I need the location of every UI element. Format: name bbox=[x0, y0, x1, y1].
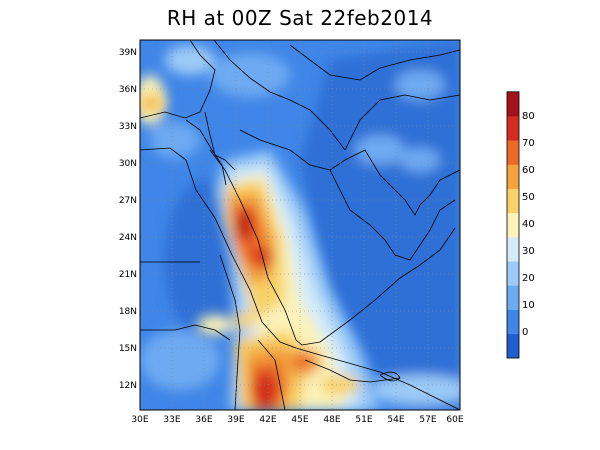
colorbar-block bbox=[507, 333, 519, 359]
colorbar-label: 40 bbox=[522, 219, 535, 230]
colorbar-block bbox=[507, 140, 519, 165]
map-grid bbox=[140, 40, 460, 410]
lat-axis: 39N 36N 33N 30N 27N 24N 21N 18N 15N 12N bbox=[119, 48, 137, 391]
colorbar bbox=[506, 91, 520, 359]
map-title: RH at 00Z Sat 22feb2014 bbox=[166, 6, 434, 30]
coastlines bbox=[140, 40, 460, 410]
lat-tick: 27N bbox=[119, 196, 137, 206]
colorbar-label: 50 bbox=[522, 192, 535, 203]
lat-tick: 12N bbox=[119, 381, 137, 391]
colorbar-block bbox=[507, 285, 519, 310]
lat-tick: 18N bbox=[119, 307, 137, 317]
lat-tick: 36N bbox=[119, 85, 137, 95]
lat-tick: 33N bbox=[119, 122, 137, 132]
colorbar-label: 20 bbox=[522, 273, 535, 284]
colorbar-label: 70 bbox=[522, 138, 535, 149]
colorbar-label: 10 bbox=[522, 300, 535, 311]
lon-tick: 54E bbox=[387, 415, 404, 425]
rh-field bbox=[140, 40, 460, 410]
lat-tick: 21N bbox=[119, 270, 137, 280]
colorbar-label: 30 bbox=[522, 246, 535, 257]
lat-tick: 15N bbox=[119, 344, 137, 354]
colorbar-label: 0 bbox=[522, 327, 528, 338]
colorbar-label: 60 bbox=[522, 165, 535, 176]
lon-tick: 60E bbox=[446, 415, 463, 425]
colorbar-labels: 0 10 20 30 40 50 60 70 80 bbox=[522, 111, 535, 338]
colorbar-block bbox=[507, 261, 519, 286]
lon-axis: 30E 33E 36E 39E 42E 45E 48E 51E 54E 57E … bbox=[131, 415, 463, 425]
colorbar-block bbox=[507, 212, 519, 238]
map-frame bbox=[139, 39, 461, 411]
lon-tick: 39E bbox=[227, 415, 244, 425]
lon-tick: 51E bbox=[355, 415, 372, 425]
colorbar-block bbox=[507, 309, 519, 335]
colorbar-block bbox=[507, 237, 519, 262]
lon-tick: 48E bbox=[323, 415, 340, 425]
lat-tick: 30N bbox=[119, 159, 137, 169]
colorbar-block bbox=[507, 91, 519, 117]
lon-tick: 57E bbox=[419, 415, 436, 425]
colorbar-block bbox=[507, 164, 519, 189]
colorbar-frame bbox=[506, 91, 520, 359]
lon-tick: 36E bbox=[195, 415, 212, 425]
colorbar-block bbox=[507, 188, 519, 214]
lat-tick: 39N bbox=[119, 48, 137, 58]
lat-tick: 24N bbox=[119, 233, 137, 243]
lon-tick: 45E bbox=[291, 415, 308, 425]
lon-tick: 33E bbox=[163, 415, 180, 425]
colorbar-block bbox=[507, 116, 519, 141]
colorbar-label: 80 bbox=[522, 111, 535, 122]
lon-tick: 42E bbox=[259, 415, 276, 425]
lon-tick: 30E bbox=[131, 415, 148, 425]
